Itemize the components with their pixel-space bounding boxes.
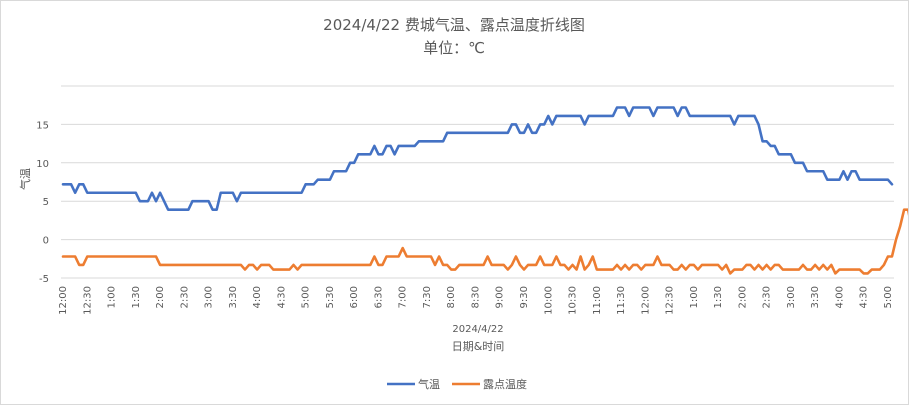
x-tick-label: 1:30	[713, 286, 724, 308]
chart-subtitle: 单位：℃	[423, 39, 485, 57]
x-tick-label: 10:30	[568, 286, 579, 315]
y-tick-label: 10	[36, 159, 49, 170]
x-tick-label: 7:30	[422, 286, 433, 308]
x-tick-label: 11:00	[592, 286, 603, 315]
x-tick-label: 10:00	[543, 286, 554, 315]
x-tick-label: 3:00	[786, 286, 797, 308]
x-tick-label: 3:30	[810, 286, 821, 308]
series-lines	[61, 106, 908, 275]
y-tick-label: 15	[36, 120, 49, 131]
x-axis-title: 日期&时间	[452, 340, 505, 353]
x-tick-label: 9:30	[519, 286, 530, 308]
chart-title: 2024/4/22 费城气温、露点温度折线图	[323, 16, 585, 34]
x-tick-label: 5:00	[883, 286, 894, 308]
x-tick-label: 5:00	[301, 286, 312, 308]
x-tick-label: 4:00	[252, 286, 263, 308]
x-tick-label: 1:00	[689, 286, 700, 308]
legend-item: 露点温度	[452, 377, 527, 391]
y-axis-ticks: -5 0 5 10 15	[36, 120, 49, 285]
x-tick-label: 6:00	[349, 286, 360, 308]
x-tick-label: 1:00	[107, 286, 118, 308]
x-tick-label: 4:30	[276, 286, 287, 308]
x-tick-label: 6:30	[373, 286, 384, 308]
gridlines	[61, 85, 894, 279]
legend-label: 露点温度	[483, 377, 527, 391]
x-axis-date-label: 2024/4/22	[452, 324, 503, 335]
series-line-air-temperature	[61, 106, 894, 211]
y-axis-title: 气温	[18, 168, 32, 190]
x-tick-label: 4:30	[859, 286, 870, 308]
x-tick-label: 5:30	[907, 286, 908, 308]
x-tick-label: 12:30	[665, 286, 676, 315]
legend-label: 气温	[418, 377, 440, 391]
legend-item: 气温	[387, 377, 440, 391]
x-tick-label: 12:00	[58, 286, 69, 315]
y-tick-label: 5	[43, 197, 49, 208]
x-tick-label: 8:00	[446, 286, 457, 308]
x-tick-label: 11:30	[616, 286, 627, 315]
x-tick-label: 2:30	[179, 286, 190, 308]
y-tick-label: -5	[39, 274, 49, 285]
series-line-dew-point	[61, 208, 908, 275]
x-tick-label: 12:30	[82, 286, 93, 315]
legend: 气温 露点温度	[387, 377, 527, 391]
x-tick-label: 3:00	[204, 286, 215, 308]
x-tick-label: 1:30	[131, 286, 142, 308]
x-tick-label: 2:00	[155, 286, 166, 308]
x-tick-label: 8:30	[470, 286, 481, 308]
x-tick-label: 5:30	[325, 286, 336, 308]
x-axis-ticks: 12:00 12:30 1:00 1:30 2:00 2:30 3:00 3:30 4:00 4:…	[58, 286, 908, 315]
x-tick-label: 2:00	[737, 286, 748, 308]
x-tick-label: 3:30	[228, 286, 239, 308]
x-tick-label: 2:30	[762, 286, 773, 308]
x-tick-label: 7:00	[398, 286, 409, 308]
x-tick-label: 4:00	[834, 286, 845, 308]
y-tick-label: 0	[43, 236, 49, 247]
x-tick-label: 12:00	[640, 286, 651, 315]
x-tick-label: 9:00	[495, 286, 506, 308]
